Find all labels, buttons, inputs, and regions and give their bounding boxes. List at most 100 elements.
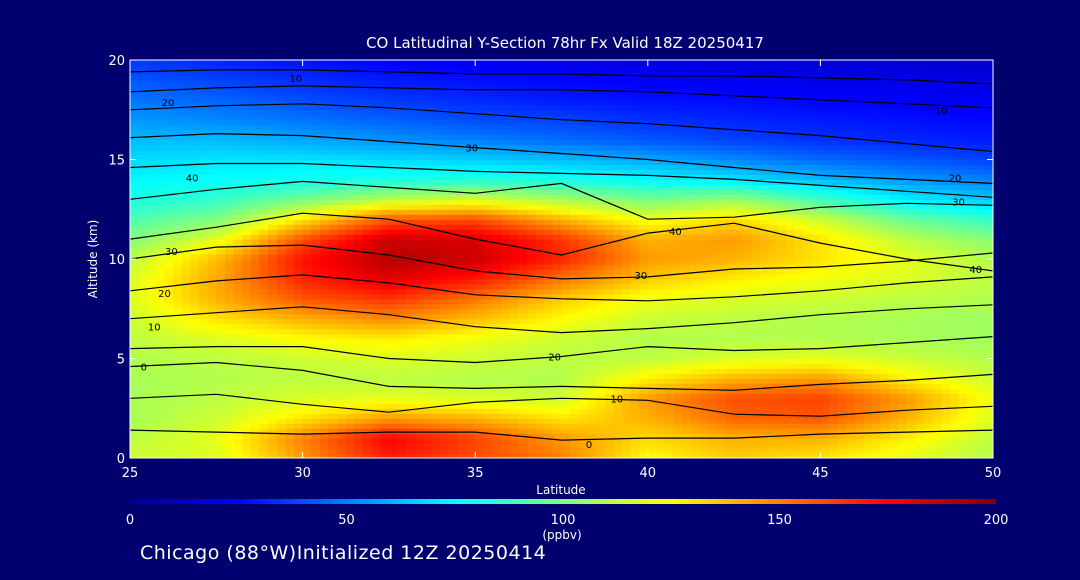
heatmap-cell [363, 453, 373, 458]
heatmap-cell [570, 268, 580, 275]
heatmap-cell [397, 263, 407, 270]
heatmap-cell [742, 328, 752, 335]
heatmap-cell [932, 323, 942, 330]
heatmap-cell [898, 308, 908, 315]
heatmap-cell [535, 438, 545, 444]
heatmap-cell [829, 388, 839, 394]
heatmap-cell [475, 433, 485, 439]
heatmap-cell [199, 363, 209, 370]
heatmap-cell [725, 209, 735, 215]
heatmap-cell [949, 353, 960, 360]
heatmap-cell [656, 428, 666, 434]
heatmap-cell [880, 209, 891, 215]
heatmap-cell [613, 214, 623, 220]
heatmap-cell [363, 403, 373, 409]
heatmap-cell [207, 333, 217, 340]
heatmap-cell [811, 328, 821, 335]
heatmap-cell [363, 333, 373, 340]
heatmap-cell [880, 423, 891, 429]
heatmap-cell [656, 338, 666, 345]
heatmap-cell [863, 214, 873, 220]
heatmap-cell [457, 298, 468, 305]
heatmap-cell [337, 428, 347, 434]
heatmap-cell [665, 353, 675, 360]
heatmap-cell [397, 244, 407, 250]
heatmap-cell [518, 278, 528, 285]
heatmap-cell [751, 363, 761, 370]
heatmap-cell [958, 313, 968, 320]
heatmap-cell [872, 219, 882, 225]
heatmap-cell [794, 348, 804, 355]
heatmap-cell [837, 293, 847, 300]
heatmap-cell [371, 303, 381, 310]
heatmap-cell [345, 373, 355, 379]
heatmap-cell [768, 209, 778, 215]
heatmap-cell [785, 408, 796, 414]
heatmap-cell [147, 453, 157, 458]
heatmap-cell [785, 209, 796, 215]
heatmap-cell [501, 263, 511, 270]
heatmap-cell [216, 333, 226, 340]
heatmap-cell [552, 259, 563, 265]
heatmap-cell [596, 318, 606, 325]
heatmap-cell [259, 398, 269, 404]
heatmap-cell [216, 398, 226, 404]
heatmap-cell [759, 298, 770, 305]
heatmap-cell [518, 403, 528, 409]
heatmap-cell [147, 388, 157, 394]
heatmap-cell [406, 333, 416, 340]
heatmap-cell [345, 244, 355, 250]
heatmap-cell [854, 268, 865, 275]
heatmap-cell [682, 259, 692, 265]
heatmap-cell [923, 393, 934, 399]
heatmap-cell [596, 249, 606, 255]
heatmap-cell [406, 413, 416, 419]
heatmap-cell [285, 239, 295, 245]
heatmap-cell [147, 288, 157, 295]
heatmap-cell [130, 378, 140, 384]
heatmap-cell [302, 293, 312, 300]
heatmap-cell [449, 418, 459, 424]
heatmap-cell [164, 254, 174, 260]
heatmap-cell [656, 333, 666, 340]
heatmap-cell [639, 288, 649, 295]
heatmap-cell [967, 368, 977, 375]
heatmap-cell [164, 259, 174, 265]
heatmap-cell [630, 263, 640, 270]
heatmap-cell [414, 323, 425, 330]
heatmap-cell [233, 313, 243, 320]
heatmap-cell [138, 448, 148, 454]
heatmap-cell [259, 418, 269, 424]
heatmap-cell [509, 403, 519, 409]
heatmap-cell [967, 239, 977, 245]
heatmap-cell [949, 438, 960, 444]
heatmap-cell [423, 313, 433, 320]
heatmap-cell [708, 268, 718, 275]
heatmap-cell [803, 443, 813, 449]
heatmap-cell [242, 288, 252, 295]
heatmap-cell [794, 273, 804, 280]
heatmap-cell [958, 244, 968, 250]
heatmap-cell [639, 313, 649, 320]
heatmap-cell [181, 298, 192, 305]
heatmap-cell [785, 313, 796, 320]
heatmap-cell [199, 278, 209, 285]
heatmap-cell [647, 249, 658, 255]
heatmap-cell [665, 338, 675, 345]
heatmap-cell [449, 323, 459, 330]
heatmap-cell [656, 413, 666, 419]
heatmap-cell [889, 244, 899, 250]
heatmap-cell [190, 214, 200, 220]
heatmap-cell [742, 448, 752, 454]
heatmap-cell [673, 318, 683, 325]
heatmap-cell [130, 318, 140, 325]
heatmap-cell [716, 358, 727, 365]
heatmap-cell [457, 348, 468, 355]
heatmap-cell [742, 408, 752, 414]
heatmap-cell [492, 338, 502, 345]
heatmap-cell [302, 428, 312, 434]
heatmap-cell [535, 278, 545, 285]
heatmap-cell [388, 393, 399, 399]
heatmap-cell [673, 453, 683, 458]
heatmap-cell [846, 323, 856, 330]
